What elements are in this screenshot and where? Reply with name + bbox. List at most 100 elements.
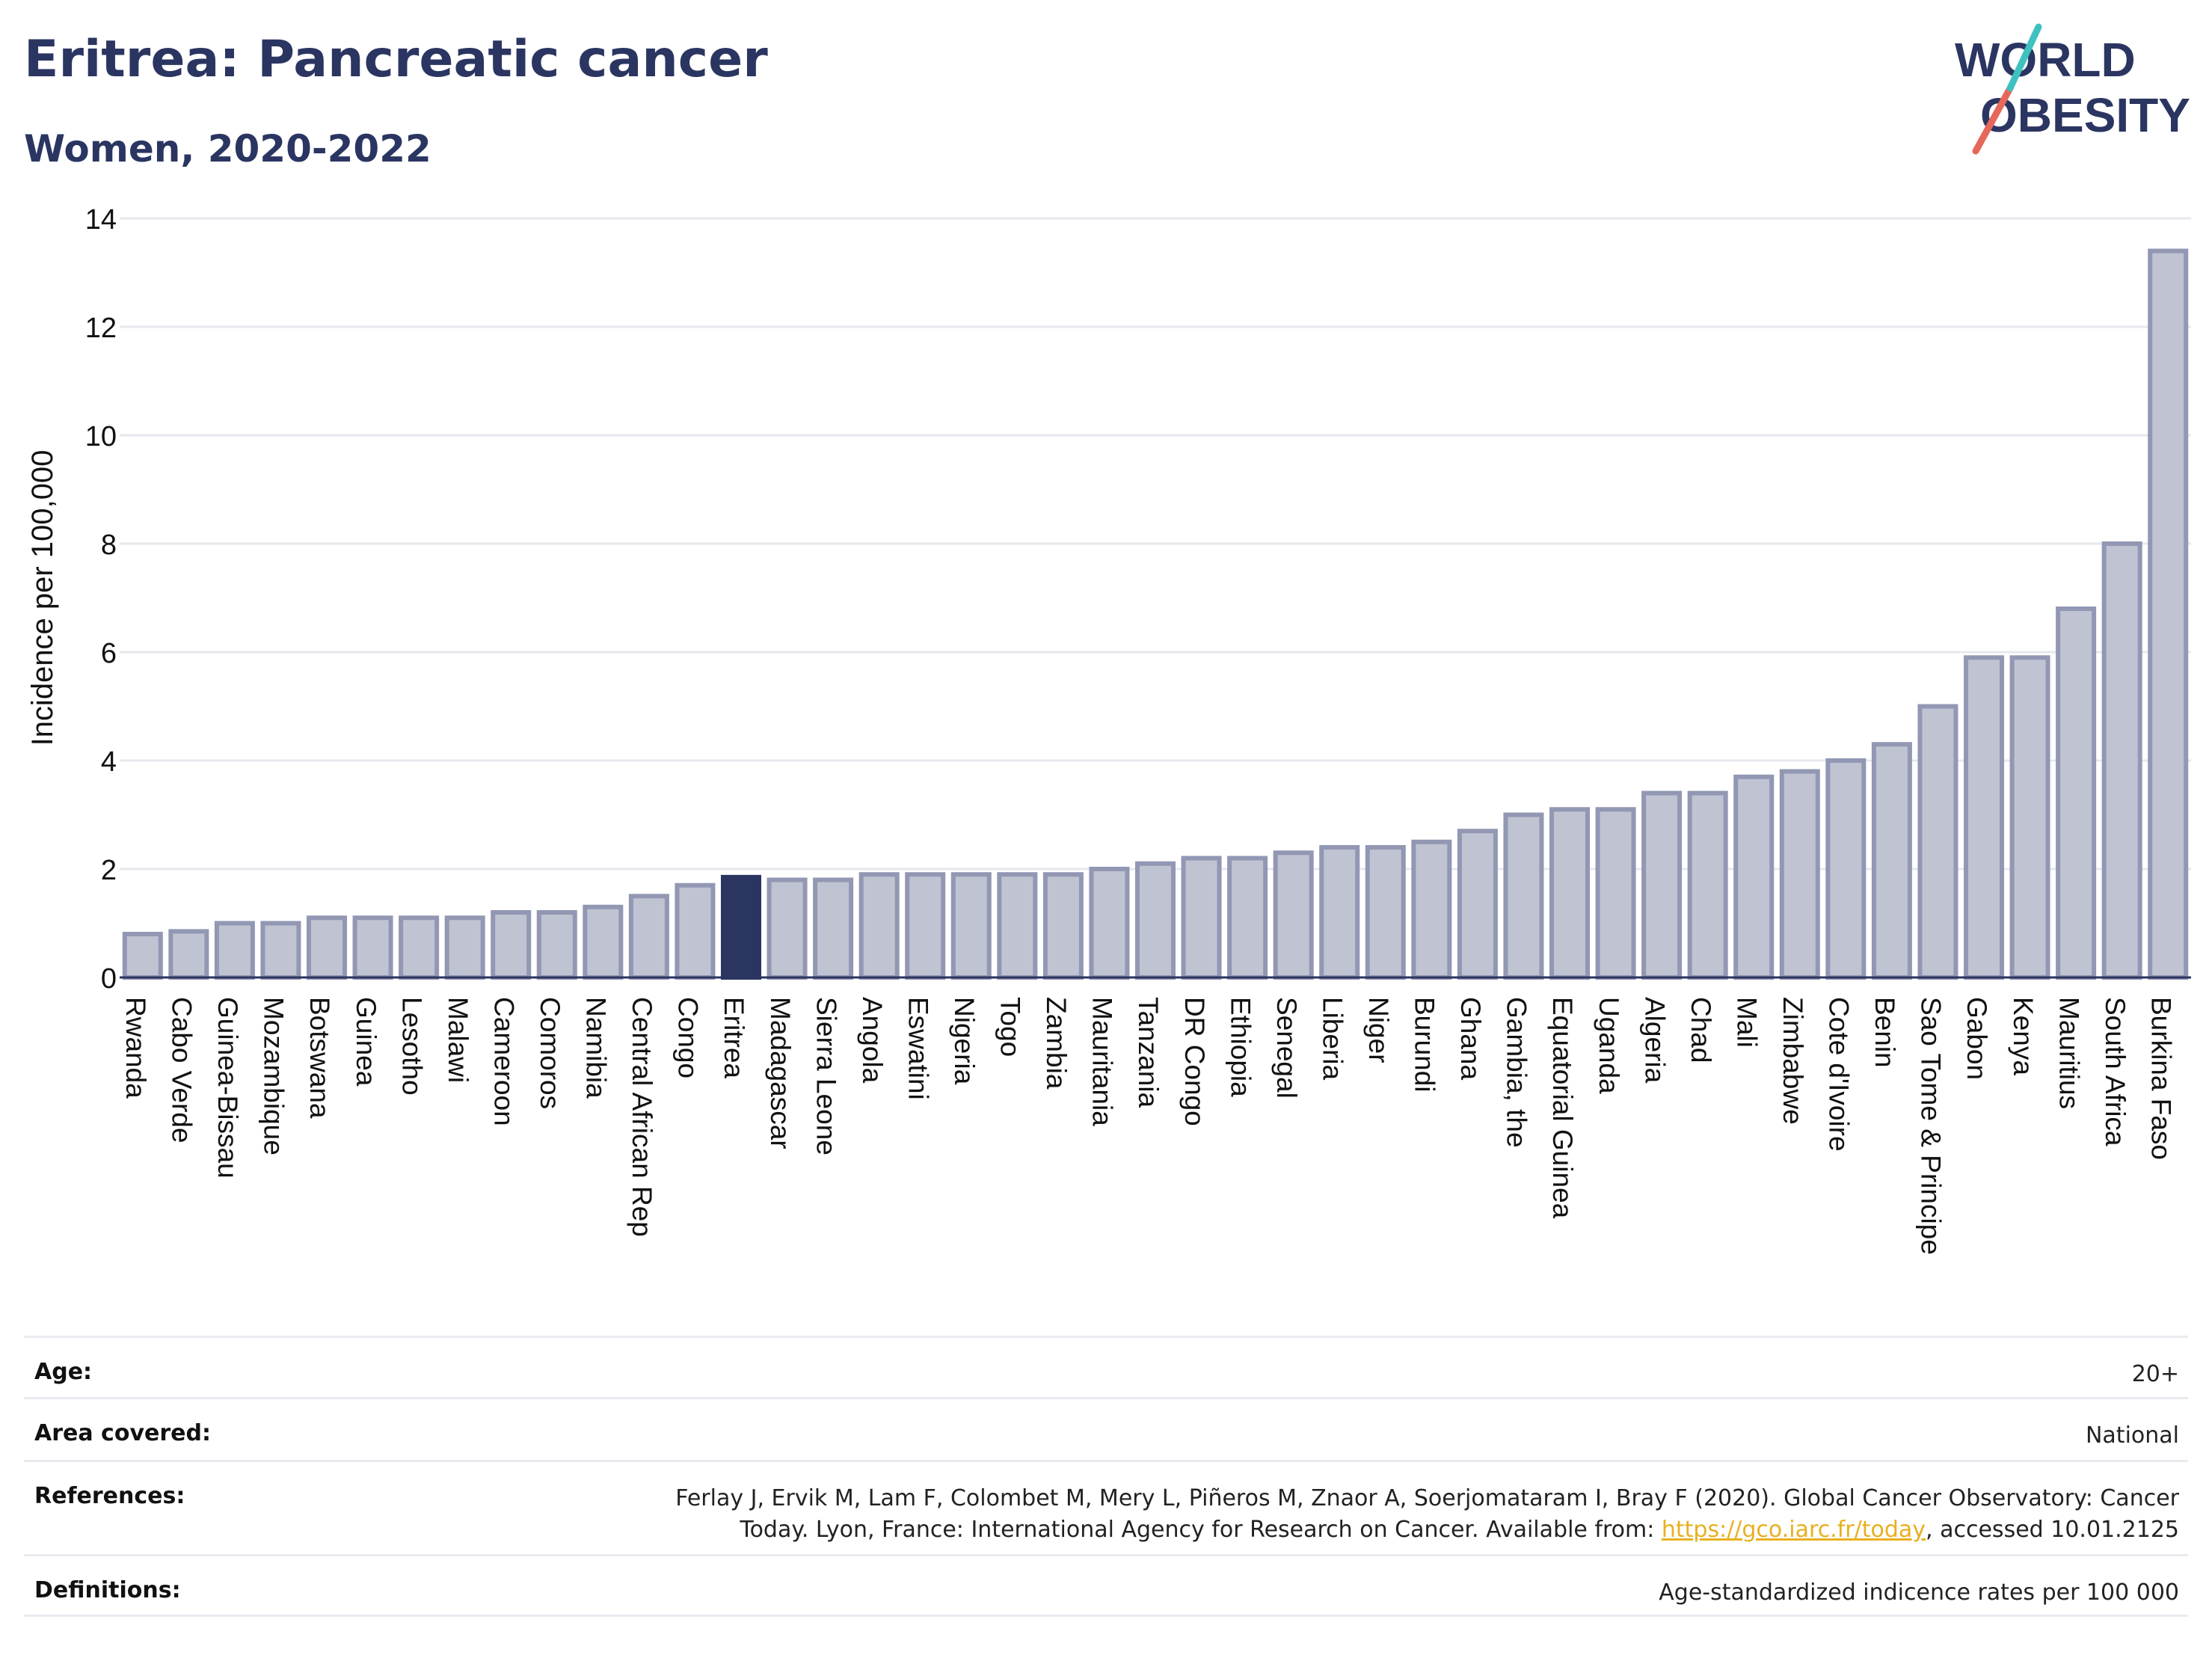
- bar-niger: [1365, 845, 1406, 980]
- bar-equatorial-guinea: [1549, 807, 1591, 980]
- age-value: 20+: [2131, 1361, 2179, 1387]
- references-line-2: Today. Lyon, France: International Agenc…: [675, 1514, 2179, 1546]
- details-row-definitions: Definitions: Age-standardized indicence …: [24, 1554, 2188, 1617]
- bar-ghana: [1457, 829, 1498, 980]
- bar-burundi: [1411, 839, 1452, 980]
- y-tick-label: 6: [101, 638, 117, 669]
- bar-malawi: [444, 915, 485, 980]
- y-axis-label: Incidence per 100,000: [26, 450, 59, 746]
- bar-sierra-leone: [813, 877, 854, 980]
- bar-senegal: [1273, 850, 1314, 980]
- bar-rwanda: [122, 932, 163, 980]
- bar-kenya: [2009, 655, 2050, 980]
- bar-uganda: [1595, 807, 1636, 980]
- x-tick-label: Niger: [1363, 997, 1394, 1063]
- x-tick-label: Cabo Verde: [167, 997, 197, 1143]
- bar-ethiopia: [1227, 856, 1268, 980]
- bar-guinea: [352, 915, 393, 980]
- logo-text-world: WORLD: [1955, 33, 2136, 87]
- bar-eswatini: [905, 872, 946, 980]
- x-tick-label: Comoros: [535, 997, 565, 1109]
- bar-lesotho: [399, 915, 440, 980]
- bar-algeria: [1641, 790, 1683, 980]
- x-tick-label: Ghana: [1455, 997, 1486, 1081]
- x-tick-label: Cameroon: [488, 997, 519, 1126]
- bar-namibia: [583, 904, 624, 980]
- x-tick-label: Eswatini: [903, 997, 933, 1100]
- x-tick-label: Guinea: [351, 997, 381, 1087]
- details-row-area: Area covered: National: [24, 1397, 2188, 1460]
- bar-chart: 0 2 4 6 8 10 12 14 Rwanda Cabo Verde Guinea-Bissa…: [26, 204, 2191, 1255]
- x-tick-label: Zimbabwe: [1778, 997, 1808, 1125]
- age-label: Age:: [34, 1359, 93, 1385]
- bar-angola: [858, 872, 900, 980]
- logo-slash-coral: [1972, 85, 2014, 155]
- x-tick-label: Mauritius: [2053, 997, 2084, 1109]
- y-tick-label: 0: [101, 963, 117, 995]
- x-tick-label: Malawi: [443, 997, 473, 1083]
- definitions-value: Age-standardized indicence rates per 100…: [1659, 1579, 2179, 1606]
- x-tick-label: Mozambique: [259, 997, 289, 1155]
- x-tick-label: Sierra Leone: [811, 997, 841, 1155]
- x-tick-label: Mali: [1731, 997, 1762, 1048]
- y-tick-label: 12: [85, 313, 117, 344]
- x-tick-label: Central African Rep: [627, 997, 657, 1237]
- details-row-references: References: Ferlay J, Ervik M, Lam F, Co…: [24, 1460, 2188, 1554]
- bar-mozambique: [260, 921, 301, 980]
- x-tick-label: Rwanda: [120, 997, 151, 1099]
- bar-cabo-verde: [168, 929, 209, 980]
- bar-mali: [1733, 774, 1775, 980]
- x-tick-label: Botswana: [304, 997, 335, 1119]
- x-tick-label: Angola: [857, 997, 888, 1084]
- x-tick-label: Eritrea: [719, 997, 749, 1078]
- x-tick-label: Togo: [995, 997, 1026, 1057]
- bar-benin: [1871, 742, 1912, 980]
- y-tick-label: 8: [101, 529, 117, 561]
- x-tick-label: Kenya: [2008, 997, 2039, 1075]
- logo-slash-teal: [2006, 23, 2042, 92]
- x-tick-label: Algeria: [1639, 997, 1670, 1084]
- x-axis-labels: Rwanda Cabo Verde Guinea-Bissau Mozambique B…: [120, 997, 2176, 1255]
- bar-congo: [675, 882, 716, 980]
- references-value: Ferlay J, Ervik M, Lam F, Colombet M, Me…: [675, 1483, 2179, 1546]
- bar-liberia: [1319, 845, 1360, 980]
- x-tick-label: Burkina Faso: [2145, 997, 2176, 1160]
- x-tick-label: Senegal: [1271, 997, 1302, 1099]
- bar-sao-tome-principe: [1917, 704, 1958, 980]
- chart-title: Eritrea: Pancreatic cancer: [24, 30, 768, 89]
- x-tick-label: Gabon: [1961, 997, 1992, 1080]
- x-tick-label: Cote d'Ivoire: [1824, 997, 1855, 1152]
- bar-zambia: [1042, 872, 1084, 980]
- y-tick-label: 14: [85, 204, 117, 236]
- chart-subtitle: Women, 2020-2022: [24, 127, 431, 171]
- bar-south-africa: [2101, 541, 2142, 980]
- bar-comoros: [536, 910, 577, 980]
- references-link[interactable]: https://gco.iarc.fr/today: [1661, 1517, 1926, 1543]
- bar-tanzania: [1134, 861, 1176, 980]
- x-tick-label: Sao Tome & Principe: [1916, 997, 1947, 1255]
- x-tick-label: Tanzania: [1133, 997, 1164, 1108]
- x-tick-label: South Africa: [2100, 997, 2130, 1146]
- bar-nigeria: [950, 872, 992, 980]
- x-tick-label: Gambia, the: [1502, 997, 1532, 1148]
- x-tick-label: Congo: [673, 997, 704, 1078]
- references-line-2-end: , accessed 10.01.2125: [1926, 1517, 2179, 1543]
- references-line-2-start: Today. Lyon, France: International Agenc…: [740, 1517, 1662, 1543]
- x-tick-label: Nigeria: [949, 997, 980, 1085]
- x-tick-label: Guinea-Bissau: [212, 997, 243, 1179]
- y-tick-label: 2: [101, 855, 117, 886]
- world-obesity-logo: WORLD OBESITY: [1955, 23, 2190, 155]
- bar-eritrea: [720, 874, 762, 980]
- details-row-age: Age: 20+: [24, 1336, 2188, 1397]
- bar-chad: [1687, 790, 1728, 980]
- details-table: Age: 20+ Area covered: National Referenc…: [24, 1336, 2188, 1617]
- references-label: References:: [34, 1483, 185, 1509]
- references-line-1: Ferlay J, Ervik M, Lam F, Colombet M, Me…: [675, 1485, 2179, 1511]
- x-tick-label: Zambia: [1041, 997, 1072, 1090]
- bar-guinea-bissau: [214, 921, 255, 980]
- y-axis-ticks: 0 2 4 6 8 10 12 14: [85, 204, 117, 995]
- x-tick-label: Namibia: [581, 997, 612, 1099]
- definitions-label: Definitions:: [34, 1577, 181, 1603]
- bar-gabon: [1963, 655, 2005, 980]
- x-tick-label: Chad: [1686, 997, 1716, 1063]
